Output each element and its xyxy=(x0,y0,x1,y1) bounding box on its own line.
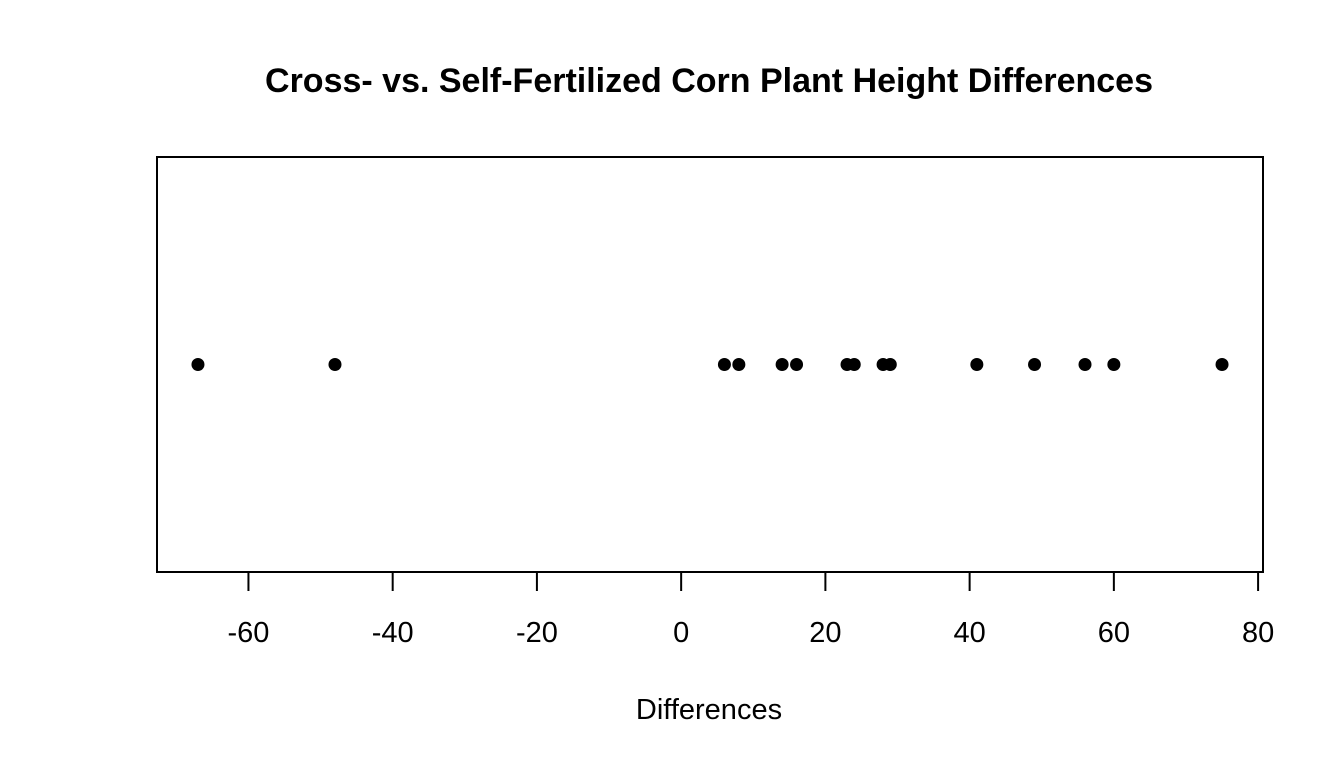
x-tick-label: -40 xyxy=(372,617,414,649)
data-point xyxy=(1078,358,1092,371)
data-point xyxy=(970,358,984,371)
x-axis: -60 -40 -20 0 20 40 60 80 xyxy=(227,571,1274,649)
x-tick-label: 0 xyxy=(673,617,689,649)
data-point xyxy=(790,358,804,371)
data-point xyxy=(717,358,731,371)
x-tick-label: 80 xyxy=(1242,617,1274,649)
data-point xyxy=(1215,358,1229,371)
data-points xyxy=(191,358,1229,371)
data-point xyxy=(328,358,342,371)
x-tick-label: -20 xyxy=(516,617,558,649)
x-tick-label: -60 xyxy=(227,617,269,649)
data-point xyxy=(775,358,789,371)
x-tick-label: 60 xyxy=(1098,617,1130,649)
data-point xyxy=(883,358,897,371)
plot-box xyxy=(156,156,1264,573)
x-axis-label: Differences xyxy=(636,694,782,726)
data-point xyxy=(1107,358,1121,371)
data-point xyxy=(191,358,205,371)
chart-title: Cross- vs. Self-Fertilized Corn Plant He… xyxy=(265,62,1153,100)
data-point xyxy=(847,358,861,371)
data-point xyxy=(1028,358,1042,371)
data-point xyxy=(732,358,746,371)
x-tick-label: 40 xyxy=(953,617,985,649)
x-tick-label: 20 xyxy=(809,617,841,649)
